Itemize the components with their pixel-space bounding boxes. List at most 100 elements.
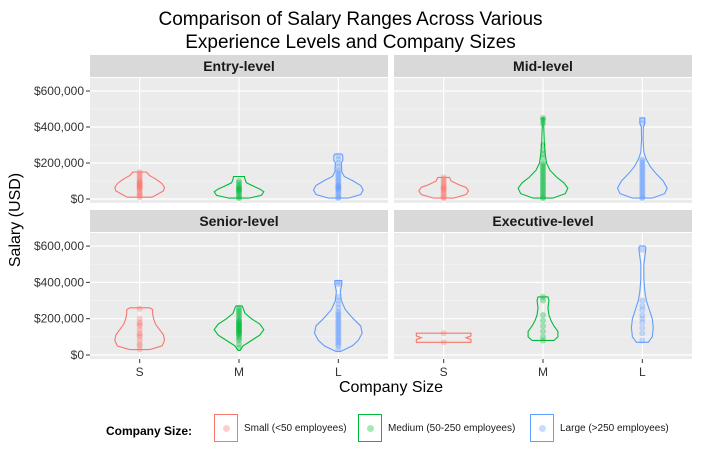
point-mid-level-L <box>639 176 646 183</box>
point-entry-level-M <box>236 192 242 199</box>
y-axis-title: Salary (USD) <box>7 173 24 267</box>
point-executive-level-M <box>540 317 546 324</box>
point-entry-level-S <box>136 191 143 198</box>
point-senior-level-L <box>335 319 342 326</box>
point-entry-level-M <box>236 188 242 195</box>
point-mid-level-M <box>540 169 546 175</box>
point-executive-level-L <box>639 312 646 319</box>
point-senior-level-L <box>335 308 342 315</box>
point-senior-level-L <box>335 333 342 340</box>
point-senior-level-M <box>236 321 242 328</box>
point-executive-level-L <box>639 297 646 304</box>
x-tick-label: M <box>538 365 548 379</box>
point-entry-level-L <box>335 187 342 193</box>
point-senior-level-M <box>236 335 242 342</box>
point-entry-level-M <box>236 181 242 188</box>
point-entry-level-M <box>236 186 242 193</box>
point-senior-level-M <box>236 317 242 324</box>
point-entry-level-M <box>236 185 242 192</box>
point-senior-level-S <box>136 305 143 312</box>
point-mid-level-S <box>440 178 447 184</box>
point-mid-level-M <box>540 179 546 186</box>
point-senior-level-S <box>136 337 143 344</box>
point-entry-level-L <box>335 182 342 189</box>
point-mid-level-S <box>440 187 447 193</box>
point-entry-level-L <box>335 195 342 202</box>
point-entry-level-S <box>136 178 143 184</box>
point-mid-level-S <box>440 194 447 201</box>
point-mid-level-S <box>440 188 447 195</box>
point-senior-level-L <box>335 293 342 300</box>
chart-title-line-2: Experience Levels and Company Sizes <box>185 32 516 53</box>
point-senior-level-L <box>335 326 342 333</box>
point-mid-level-M <box>540 181 546 188</box>
point-senior-level-M <box>236 341 242 348</box>
point-mid-level-L <box>639 194 646 201</box>
point-entry-level-S <box>136 187 143 194</box>
point-mid-level-M <box>540 167 546 174</box>
point-senior-level-L <box>335 321 342 328</box>
y-tick-label: $600,000 <box>34 239 84 253</box>
point-executive-level-L <box>639 302 646 309</box>
point-mid-level-L <box>639 160 646 166</box>
point-senior-level-L <box>335 328 342 335</box>
point-mid-level-M <box>540 172 546 179</box>
point-mid-level-L <box>639 170 646 177</box>
legend-title: Company Size: <box>106 424 193 438</box>
point-mid-level-M <box>540 151 546 157</box>
y-tick-label: $200,000 <box>34 156 84 170</box>
point-entry-level-M <box>236 187 242 193</box>
point-mid-level-M <box>540 115 546 121</box>
point-senior-level-S <box>136 332 143 339</box>
point-senior-level-M <box>236 320 242 327</box>
panel-strip-senior-level <box>90 210 388 232</box>
legend-label-large: Large (>250 employees) <box>560 423 669 434</box>
point-mid-level-L <box>639 167 646 174</box>
point-mid-level-L <box>639 178 646 184</box>
point-senior-level-L <box>335 335 342 342</box>
point-mid-level-L <box>639 185 646 192</box>
legend-dot-L <box>539 425 546 432</box>
point-senior-level-M <box>236 325 242 332</box>
point-entry-level-M <box>236 195 242 202</box>
point-mid-level-M <box>540 120 546 127</box>
point-senior-level-L <box>335 337 342 344</box>
point-senior-level-S <box>136 333 143 340</box>
point-mid-level-M <box>540 178 546 184</box>
point-executive-level-M <box>540 333 546 340</box>
legend-key-medium <box>358 414 382 442</box>
point-mid-level-L <box>639 120 646 127</box>
point-mid-level-S <box>440 174 447 181</box>
point-entry-level-S <box>136 192 143 199</box>
point-entry-level-L <box>335 186 342 193</box>
point-executive-level-L <box>639 330 646 337</box>
point-senior-level-L <box>335 346 342 353</box>
x-tick-label: S <box>440 365 448 379</box>
point-executive-level-L <box>639 315 646 322</box>
x-tick-label: S <box>136 365 144 379</box>
point-executive-level-M <box>540 312 546 319</box>
point-entry-level-S <box>136 179 143 186</box>
point-mid-level-M <box>540 183 546 190</box>
point-executive-level-M <box>540 293 546 300</box>
point-mid-level-M <box>540 160 546 166</box>
point-mid-level-L <box>639 116 646 123</box>
point-mid-level-S <box>440 186 447 193</box>
violin-mid-level-L <box>616 117 668 199</box>
point-mid-level-L <box>639 181 646 188</box>
y-tick-label: $400,000 <box>34 275 84 289</box>
point-mid-level-L <box>639 169 646 175</box>
point-mid-level-L <box>639 187 646 193</box>
point-senior-level-L <box>335 297 342 304</box>
point-entry-level-S <box>136 182 143 189</box>
point-mid-level-L <box>639 188 646 195</box>
y-tick-label: $200,000 <box>34 312 84 326</box>
panel-strip-entry-level <box>90 55 388 77</box>
point-entry-level-L <box>335 190 342 197</box>
point-senior-level-M <box>236 312 242 319</box>
point-senior-level-L <box>335 310 342 317</box>
violin-mid-level-M <box>517 117 569 199</box>
point-executive-level-L <box>639 337 646 344</box>
panel-title-senior-level: Senior-level <box>199 213 278 229</box>
point-mid-level-S <box>440 190 447 197</box>
